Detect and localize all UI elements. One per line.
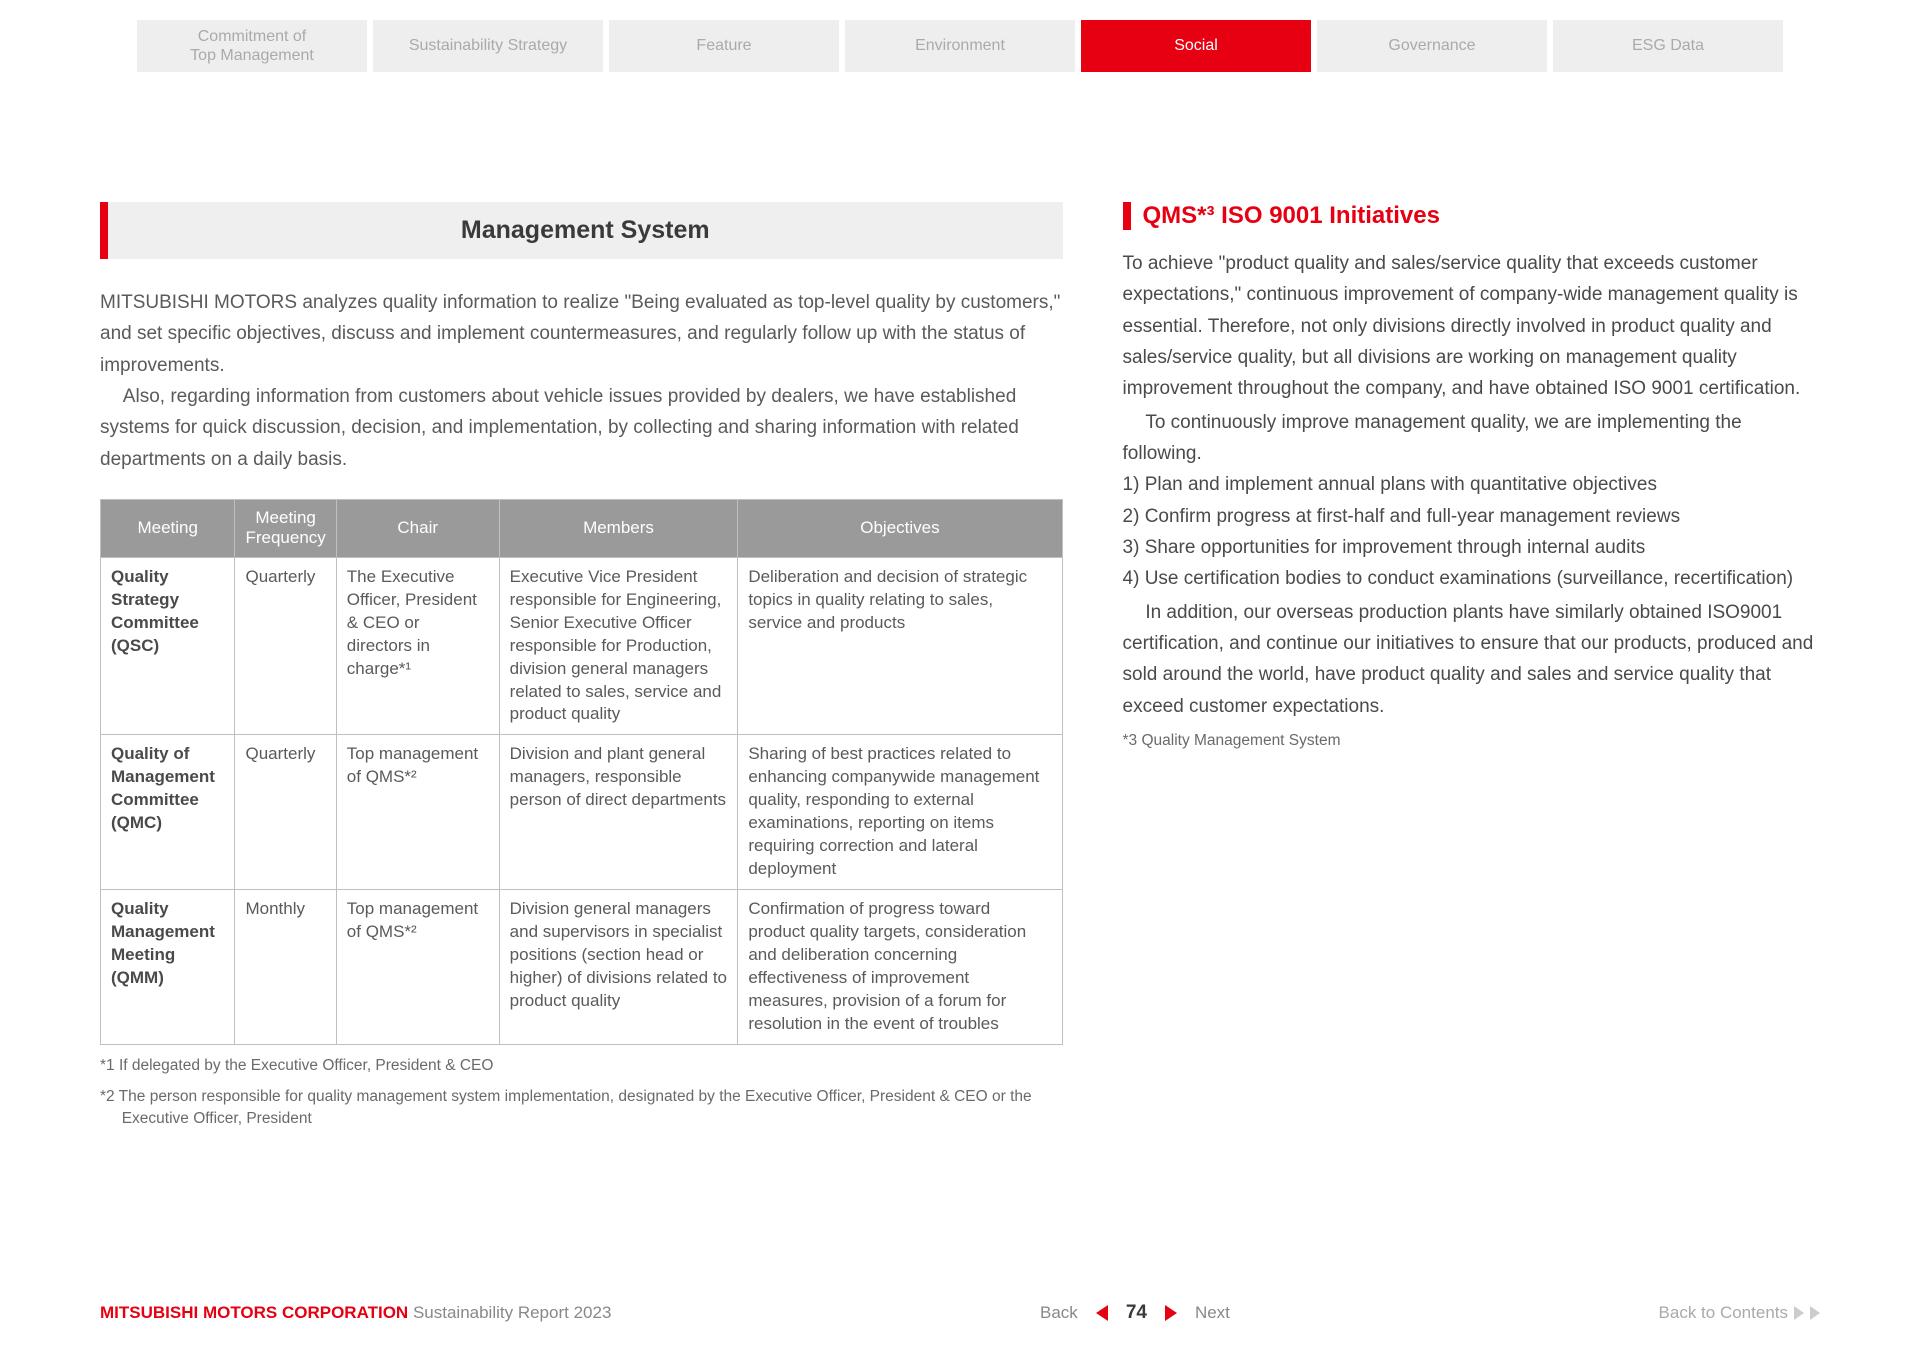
th-frequency: Meeting Frequency	[235, 500, 336, 558]
qms-item-1: 1) Plan and implement annual plans with …	[1123, 469, 1820, 500]
qms-item-3: 3) Share opportunities for improvement t…	[1123, 532, 1820, 563]
tab-commitment[interactable]: Commitment of Top Management	[137, 20, 367, 72]
cell-meeting: Quality of Management Committee (QMC)	[101, 735, 235, 890]
footnote-1: *1 If delegated by the Executive Officer…	[100, 1055, 1063, 1077]
cell-chair: Top management of QMS*²	[336, 890, 499, 1045]
back-label[interactable]: Back	[1040, 1303, 1078, 1323]
tab-esg[interactable]: ESG Data	[1553, 20, 1783, 72]
cell-meeting: Quality Management Meeting (QMM)	[101, 890, 235, 1045]
th-meeting: Meeting	[101, 500, 235, 558]
brand-name: MITSUBISHI MOTORS CORPORATION	[100, 1303, 408, 1322]
qms-p1: To achieve "product quality and sales/se…	[1123, 253, 1801, 399]
tab-feature[interactable]: Feature	[609, 20, 839, 72]
table-row: Quality of Management Committee (QMC) Qu…	[101, 735, 1063, 890]
cell-chair: Top management of QMS*²	[336, 735, 499, 890]
th-members: Members	[499, 500, 738, 558]
management-table: Meeting Meeting Frequency Chair Members …	[100, 499, 1063, 1045]
table-row: Quality Management Meeting (QMM) Monthly…	[101, 890, 1063, 1045]
cell-freq: Quarterly	[235, 735, 336, 890]
qms-p3: In addition, our overseas production pla…	[1123, 597, 1820, 722]
qms-p2: To continuously improve management quali…	[1123, 407, 1820, 470]
intro-text: MITSUBISHI MOTORS analyzes quality infor…	[100, 287, 1063, 475]
back-arrow-icon[interactable]	[1096, 1305, 1108, 1321]
cell-objectives: Confirmation of progress toward product …	[738, 890, 1062, 1045]
table-row: Quality Strategy Committee (QSC) Quarter…	[101, 557, 1063, 735]
qms-title: QMS*³ ISO 9001 Initiatives	[1123, 202, 1820, 230]
cell-meeting: Quality Strategy Committee (QSC)	[101, 557, 235, 735]
content-area: Management System MITSUBISHI MOTORS anal…	[0, 72, 1920, 1130]
next-label[interactable]: Next	[1195, 1303, 1230, 1323]
cell-members: Executive Vice President responsible for…	[499, 557, 738, 735]
cell-objectives: Deliberation and decision of strategic t…	[738, 557, 1062, 735]
left-column: Management System MITSUBISHI MOTORS anal…	[100, 202, 1063, 1130]
nav-tabs: Commitment of Top Management Sustainabil…	[0, 0, 1920, 72]
section-title: Management System	[100, 202, 1063, 259]
intro-p2: Also, regarding information from custome…	[100, 381, 1063, 475]
cell-freq: Monthly	[235, 890, 336, 1045]
tab-sustainability[interactable]: Sustainability Strategy	[373, 20, 603, 72]
qms-item-4: 4) Use certification bodies to conduct e…	[1123, 563, 1820, 594]
tab-governance[interactable]: Governance	[1317, 20, 1547, 72]
qms-note: *3 Quality Management System	[1123, 728, 1820, 754]
page-number: 74	[1126, 1302, 1147, 1324]
cell-objectives: Sharing of best practices related to enh…	[738, 735, 1062, 890]
table-header-row: Meeting Meeting Frequency Chair Members …	[101, 500, 1063, 558]
qms-item-2: 2) Confirm progress at first-half and fu…	[1123, 501, 1820, 532]
footer-pager: Back 74 Next	[1040, 1302, 1230, 1324]
th-objectives: Objectives	[738, 500, 1062, 558]
contents-arrow-icon	[1794, 1306, 1804, 1320]
next-arrow-icon[interactable]	[1165, 1305, 1177, 1321]
report-name: Sustainability Report 2023	[408, 1303, 611, 1322]
footnote-2: *2 The person responsible for quality ma…	[100, 1086, 1063, 1129]
contents-arrow-icon	[1810, 1306, 1820, 1320]
cell-freq: Quarterly	[235, 557, 336, 735]
footer-contents[interactable]: Back to Contents	[1659, 1303, 1820, 1323]
th-chair: Chair	[336, 500, 499, 558]
cell-members: Division general managers and supervisor…	[499, 890, 738, 1045]
footer-brand: MITSUBISHI MOTORS CORPORATION Sustainabi…	[100, 1303, 611, 1323]
contents-label: Back to Contents	[1659, 1303, 1788, 1323]
right-column: QMS*³ ISO 9001 Initiatives To achieve "p…	[1123, 202, 1820, 1130]
page-footer: MITSUBISHI MOTORS CORPORATION Sustainabi…	[0, 1302, 1920, 1324]
cell-members: Division and plant general managers, res…	[499, 735, 738, 890]
qms-body: To achieve "product quality and sales/se…	[1123, 248, 1820, 754]
intro-p1: MITSUBISHI MOTORS analyzes quality infor…	[100, 292, 1060, 376]
tab-environment[interactable]: Environment	[845, 20, 1075, 72]
tab-social[interactable]: Social	[1081, 20, 1311, 72]
cell-chair: The Executive Officer, President & CEO o…	[336, 557, 499, 735]
